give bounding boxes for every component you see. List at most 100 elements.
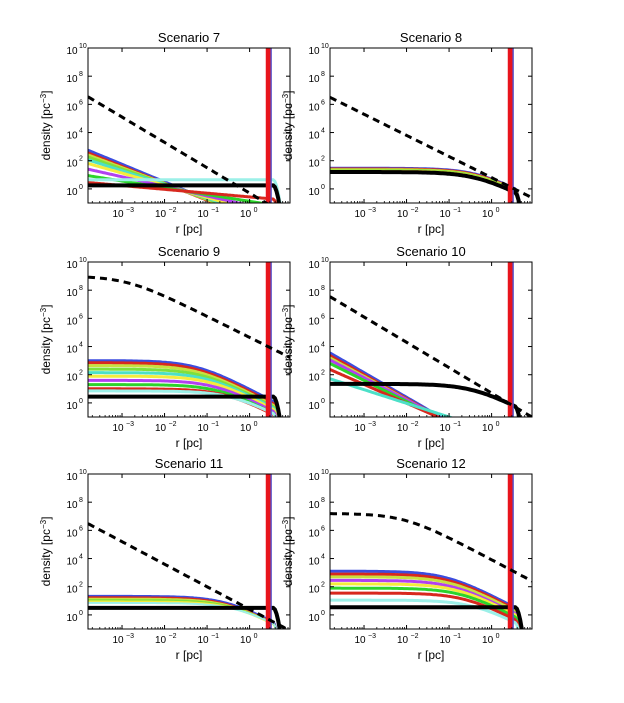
panel-title: Scenario 10 <box>396 244 465 259</box>
axes-box <box>87 47 291 204</box>
panel-scenario-7: Scenario 710 −3 10 −2 10 −1 10 010 010 210 410 610 8… <box>39 30 291 236</box>
axes-box <box>329 261 533 418</box>
series-line <box>88 178 282 203</box>
y-tick-exponent: 10 <box>79 43 87 50</box>
y-tick-label: 10 <box>66 472 78 483</box>
y-tick-label: 10 <box>66 401 78 412</box>
y-tick-exponent: 4 <box>321 342 325 349</box>
y-tick-exponent: 4 <box>321 128 325 135</box>
x-axis-label: r [pc] <box>176 648 203 662</box>
y-tick-exponent: 0 <box>321 398 325 405</box>
y-tick-label: 10 <box>66 528 78 539</box>
x-tick-label: 10 <box>482 423 494 434</box>
series-line <box>330 377 455 417</box>
x-tick-exponent: −1 <box>453 633 461 640</box>
tidal-radius-band-edge <box>512 48 514 203</box>
y-tick-exponent: 0 <box>321 610 325 617</box>
tidal-radius-band <box>507 474 514 629</box>
y-tick-label: 10 <box>66 187 78 198</box>
x-tick-label: 10 <box>482 635 494 646</box>
panel-scenario-9: Scenario 910 −3 10 −2 10 −1 10 010 010 210 410 610 8… <box>39 244 291 450</box>
x-tick-exponent: −2 <box>169 633 177 640</box>
y-tick-label: 10 <box>308 472 320 483</box>
x-tick-exponent: −3 <box>126 421 134 428</box>
reference-dashed-line <box>330 295 532 417</box>
y-tick-label: 10 <box>66 46 78 57</box>
tidal-radius-band <box>507 262 514 417</box>
plot-area <box>330 48 532 203</box>
x-tick-label: 10 <box>112 635 124 646</box>
x-tick-exponent: −1 <box>211 633 219 640</box>
x-tick-exponent: 0 <box>496 421 500 428</box>
series-line <box>330 354 443 417</box>
y-tick-exponent: 10 <box>79 469 87 476</box>
x-tick-exponent: 0 <box>254 633 258 640</box>
y-tick-label: 10 <box>308 288 320 299</box>
x-axis-label: r [pc] <box>176 436 203 450</box>
tidal-radius-band-edge <box>270 48 272 203</box>
y-tick-exponent: 8 <box>321 497 325 504</box>
y-tick-label: 10 <box>308 131 320 142</box>
x-tick-label: 10 <box>354 209 366 220</box>
y-tick-exponent: 2 <box>79 582 83 589</box>
x-tick-exponent: −2 <box>411 633 419 640</box>
x-tick-exponent: −1 <box>453 421 461 428</box>
y-tick-label: 10 <box>308 613 320 624</box>
x-tick-exponent: −2 <box>169 207 177 214</box>
x-tick-exponent: −3 <box>368 207 376 214</box>
x-tick-label: 10 <box>440 423 452 434</box>
y-tick-exponent: 10 <box>321 43 329 50</box>
x-tick-label: 10 <box>397 209 409 220</box>
y-axis-label: density [pc−3] <box>281 305 296 375</box>
y-tick-exponent: 6 <box>321 99 325 106</box>
axes-box <box>329 473 533 630</box>
tidal-radius-band-edge <box>270 474 272 629</box>
y-tick-exponent: 6 <box>79 525 83 532</box>
series-line-black <box>88 605 282 629</box>
x-tick-exponent: −3 <box>126 633 134 640</box>
axes-box <box>87 473 291 630</box>
tidal-radius-band <box>265 48 272 203</box>
y-tick-exponent: 10 <box>79 257 87 264</box>
x-tick-exponent: −2 <box>169 421 177 428</box>
reference-dashed-line <box>88 275 290 359</box>
x-tick-exponent: −2 <box>411 207 419 214</box>
x-tick-label: 10 <box>155 209 167 220</box>
axes-box <box>87 261 291 418</box>
reference-dashed-line <box>88 522 290 629</box>
panel-title: Scenario 12 <box>396 456 465 471</box>
y-tick-label: 10 <box>308 187 320 198</box>
y-tick-label: 10 <box>66 500 78 511</box>
reference-dashed-line <box>88 95 270 203</box>
series-line <box>330 575 523 629</box>
series-line <box>88 378 278 417</box>
tidal-radius-band <box>265 262 272 417</box>
x-tick-exponent: −3 <box>368 633 376 640</box>
y-tick-exponent: 6 <box>79 313 83 320</box>
y-tick-label: 10 <box>308 373 320 384</box>
plot-area <box>88 48 282 203</box>
x-tick-exponent: 0 <box>496 207 500 214</box>
y-tick-label: 10 <box>66 557 78 568</box>
x-tick-exponent: 0 <box>254 421 258 428</box>
series-line <box>330 351 444 417</box>
x-axis-label: r [pc] <box>418 648 445 662</box>
y-tick-label: 10 <box>66 585 78 596</box>
y-tick-label: 10 <box>308 46 320 57</box>
y-axis-label: density [pc−3] <box>39 517 54 587</box>
y-tick-label: 10 <box>66 260 78 271</box>
tidal-radius-band-edge <box>270 262 272 417</box>
x-tick-label: 10 <box>397 423 409 434</box>
series-line-black <box>88 394 282 417</box>
y-tick-label: 10 <box>66 373 78 384</box>
x-tick-exponent: −3 <box>126 207 134 214</box>
y-tick-label: 10 <box>308 102 320 113</box>
series-line <box>88 359 280 417</box>
series-line <box>88 594 278 629</box>
panel-title: Scenario 9 <box>158 244 220 259</box>
y-tick-exponent: 6 <box>321 525 325 532</box>
panel-title: Scenario 11 <box>155 456 223 471</box>
x-tick-label: 10 <box>198 209 210 220</box>
